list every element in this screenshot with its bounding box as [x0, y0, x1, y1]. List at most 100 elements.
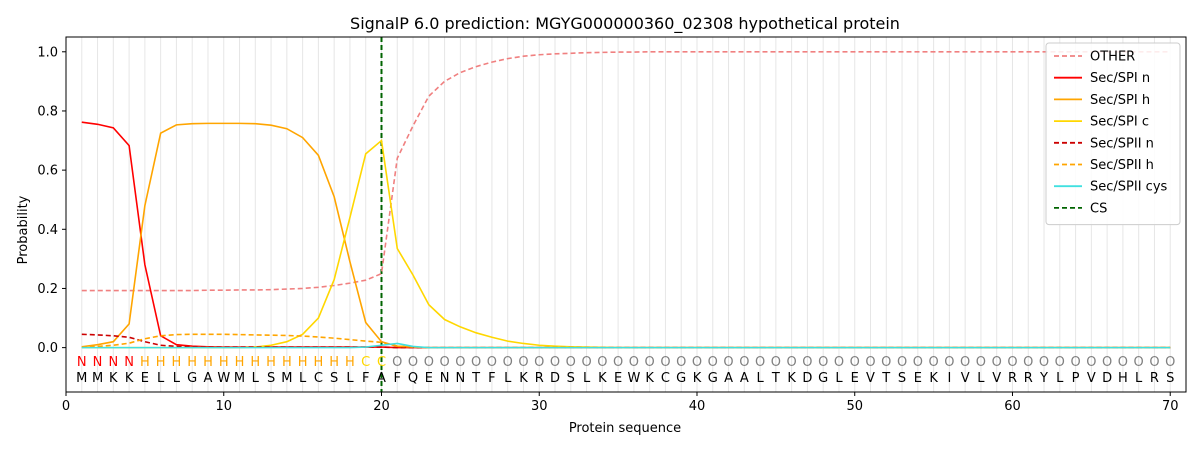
region-label: O: [645, 355, 655, 370]
region-label: O: [913, 355, 923, 370]
residue-label: M: [92, 371, 103, 386]
region-label: O: [597, 355, 607, 370]
residue-label: E: [614, 371, 622, 386]
region-label: C: [361, 355, 370, 370]
residue-label: K: [929, 371, 938, 386]
residue-label: L: [157, 371, 165, 386]
residue-label: D: [802, 371, 812, 386]
residue-label: E: [851, 371, 859, 386]
grid-layer: [81, 37, 1171, 392]
x-tick-label: 0: [62, 399, 70, 414]
plot-frame: [65, 36, 1187, 393]
residue-label: L: [756, 371, 764, 386]
residue-label: K: [598, 371, 607, 386]
residue-label: A: [724, 371, 733, 386]
region-label: H: [314, 355, 324, 370]
region-label: H: [235, 355, 245, 370]
residue-label: K: [693, 371, 702, 386]
residue-label: I: [947, 371, 951, 386]
residue-label: L: [1135, 371, 1143, 386]
region-label: O: [834, 355, 844, 370]
region-label: O: [1055, 355, 1065, 370]
legend-entry: Sec/SPI n: [1090, 71, 1150, 86]
y-tick-label: 0.6: [37, 164, 58, 179]
residue-label: L: [504, 371, 512, 386]
region-label: O: [455, 355, 465, 370]
residue-label: L: [835, 371, 843, 386]
x-tick-label: 60: [1004, 399, 1021, 414]
residue-label: G: [676, 371, 686, 386]
region-label: O: [897, 355, 907, 370]
residue-label: F: [394, 371, 401, 386]
residue-label: L: [1056, 371, 1064, 386]
legend-entry: OTHER: [1090, 50, 1135, 65]
region-label: O: [723, 355, 733, 370]
region-label: H: [140, 355, 150, 370]
residue-label: P: [1072, 371, 1080, 386]
region-label: H: [219, 355, 229, 370]
residue-label: V: [866, 371, 875, 386]
region-label: O: [802, 355, 812, 370]
region-label: O: [818, 355, 828, 370]
residue-label: S: [567, 371, 575, 386]
residue-label: M: [234, 371, 245, 386]
region-label: O: [581, 355, 591, 370]
residue-label: R: [1024, 371, 1033, 386]
region-label: O: [1118, 355, 1128, 370]
residue-label: E: [425, 371, 433, 386]
residue-label: D: [1102, 371, 1112, 386]
region-label: O: [534, 355, 544, 370]
x-tick-label: 50: [846, 399, 863, 414]
x-tick-label: 20: [373, 399, 390, 414]
region-label: O: [676, 355, 686, 370]
region-label: O: [392, 355, 402, 370]
region-label: O: [503, 355, 513, 370]
x-tick-label: 10: [215, 399, 232, 414]
region-label: O: [550, 355, 560, 370]
residue-label: N: [440, 371, 450, 386]
x-tick-label: 40: [689, 399, 706, 414]
region-label: H: [282, 355, 292, 370]
region-label: O: [566, 355, 576, 370]
y-tick-label: 0.4: [37, 223, 58, 238]
residue-label: R: [1150, 371, 1159, 386]
region-label: H: [203, 355, 213, 370]
region-label: H: [172, 355, 182, 370]
residue-label: K: [125, 371, 134, 386]
residue-label: Y: [1039, 371, 1048, 386]
residue-label: G: [818, 371, 828, 386]
x-tick-label: 70: [1162, 399, 1179, 414]
residue-label: V: [992, 371, 1001, 386]
residue-label: M: [76, 371, 87, 386]
residue-label: A: [377, 371, 386, 386]
residue-label: H: [1118, 371, 1128, 386]
region-label: O: [1070, 355, 1080, 370]
series-line: [81, 50, 1171, 292]
region-label: O: [960, 355, 970, 370]
legend-entry: Sec/SPI c: [1090, 115, 1149, 130]
residue-label: M: [281, 371, 292, 386]
residue-label: N: [455, 371, 465, 386]
residue-label: S: [898, 371, 906, 386]
residue-label: Q: [408, 371, 418, 386]
residue-label: L: [583, 371, 591, 386]
legend-entry: CS: [1090, 201, 1107, 216]
region-label: O: [408, 355, 418, 370]
sequence-layer: NMNMNKNKHEHLHLHGHAHWHMHLHSHMHLHCHSHLCFCA…: [76, 355, 1175, 386]
residue-label: K: [109, 371, 118, 386]
residue-label: E: [914, 371, 922, 386]
region-label: O: [739, 355, 749, 370]
region-label: O: [471, 355, 481, 370]
residue-label: G: [708, 371, 718, 386]
residue-label: T: [771, 371, 780, 386]
series-line: [81, 333, 1171, 349]
residue-label: A: [740, 371, 749, 386]
residue-label: K: [645, 371, 654, 386]
y-tick-label: 0.2: [37, 282, 58, 297]
residue-label: S: [330, 371, 338, 386]
legend-box: [1045, 42, 1181, 226]
residue-label: K: [519, 371, 528, 386]
legend-entry: Sec/SPI h: [1090, 93, 1150, 108]
region-label: H: [345, 355, 355, 370]
region-label: O: [928, 355, 938, 370]
